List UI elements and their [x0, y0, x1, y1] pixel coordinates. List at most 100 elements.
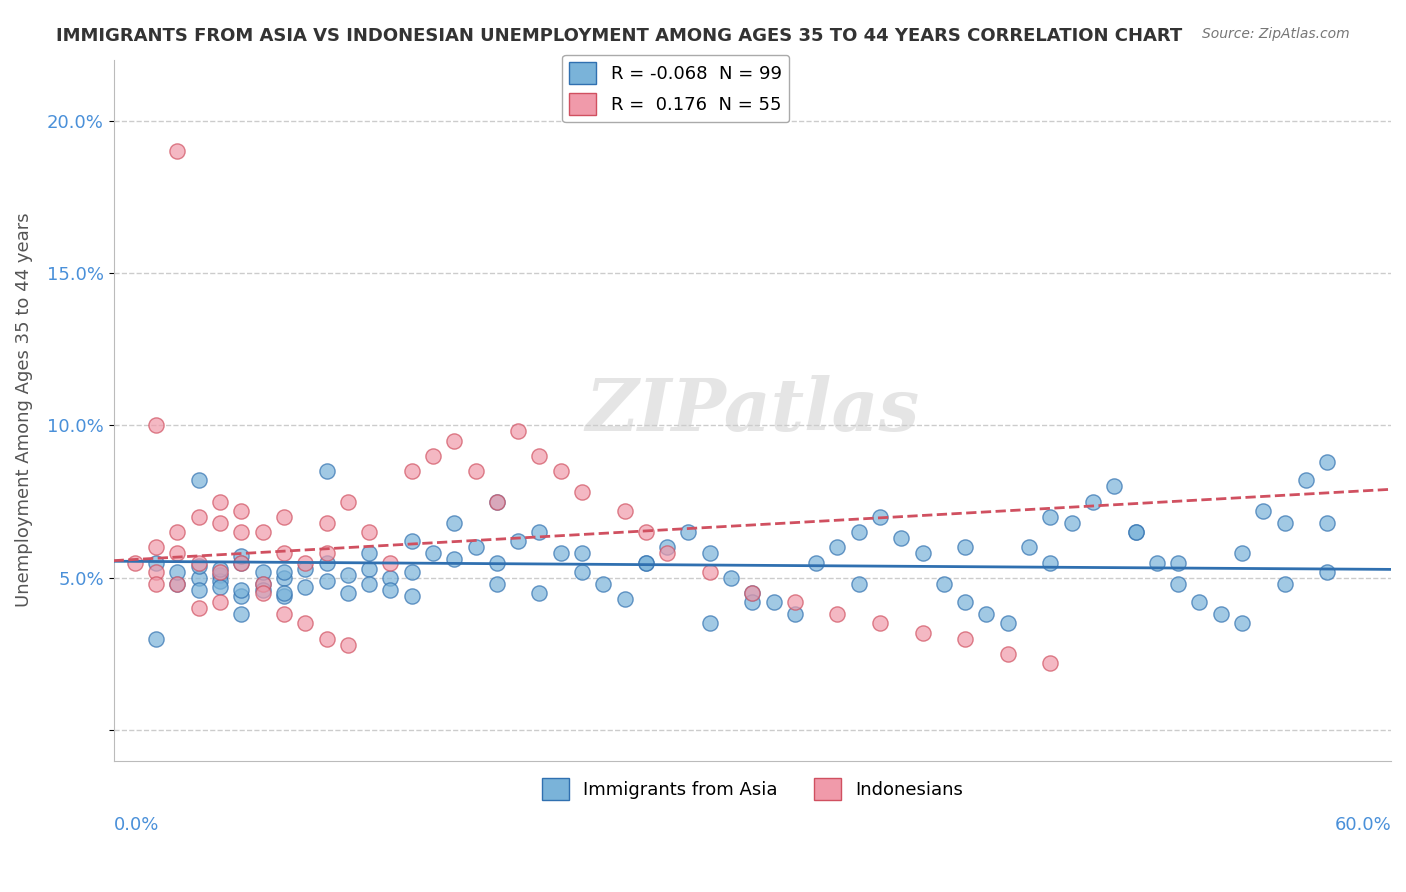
- Point: [231, 556, 253, 570]
- Point: [231, 607, 253, 622]
- Point: [273, 509, 295, 524]
- Point: [1251, 504, 1274, 518]
- Point: [485, 494, 508, 508]
- Point: [783, 595, 806, 609]
- Point: [315, 632, 337, 646]
- Point: [848, 577, 870, 591]
- Point: [1039, 656, 1062, 670]
- Point: [1146, 556, 1168, 570]
- Point: [1060, 516, 1083, 530]
- Point: [209, 567, 232, 582]
- Point: [209, 595, 232, 609]
- Point: [315, 516, 337, 530]
- Point: [336, 494, 359, 508]
- Point: [613, 592, 636, 607]
- Point: [485, 556, 508, 570]
- Point: [848, 524, 870, 539]
- Point: [571, 485, 593, 500]
- Point: [1167, 577, 1189, 591]
- Point: [209, 494, 232, 508]
- Point: [145, 541, 167, 555]
- Point: [720, 571, 742, 585]
- Point: [380, 582, 402, 597]
- Point: [187, 509, 209, 524]
- Point: [869, 616, 891, 631]
- Point: [187, 571, 209, 585]
- Point: [678, 524, 700, 539]
- Point: [209, 580, 232, 594]
- Point: [464, 541, 486, 555]
- Point: [422, 546, 444, 560]
- Point: [336, 567, 359, 582]
- Point: [145, 577, 167, 591]
- Point: [613, 504, 636, 518]
- Point: [252, 586, 274, 600]
- Point: [741, 595, 763, 609]
- Point: [1188, 595, 1211, 609]
- Point: [294, 561, 316, 575]
- Text: Source: ZipAtlas.com: Source: ZipAtlas.com: [1202, 27, 1350, 41]
- Point: [187, 473, 209, 487]
- Point: [209, 574, 232, 588]
- Point: [166, 577, 188, 591]
- Point: [443, 552, 465, 566]
- Point: [315, 546, 337, 560]
- Point: [741, 586, 763, 600]
- Point: [315, 574, 337, 588]
- Point: [634, 556, 657, 570]
- Point: [273, 586, 295, 600]
- Point: [550, 546, 572, 560]
- Point: [145, 556, 167, 570]
- Point: [464, 464, 486, 478]
- Point: [976, 607, 998, 622]
- Point: [443, 516, 465, 530]
- Point: [1102, 479, 1125, 493]
- Point: [571, 565, 593, 579]
- Point: [422, 449, 444, 463]
- Point: [166, 577, 188, 591]
- Point: [273, 571, 295, 585]
- Point: [209, 516, 232, 530]
- Point: [231, 504, 253, 518]
- Point: [592, 577, 614, 591]
- Point: [1039, 509, 1062, 524]
- Point: [359, 546, 381, 560]
- Point: [1167, 556, 1189, 570]
- Point: [634, 524, 657, 539]
- Point: [145, 565, 167, 579]
- Text: 0.0%: 0.0%: [114, 815, 159, 833]
- Point: [294, 580, 316, 594]
- Point: [166, 144, 188, 158]
- Point: [294, 616, 316, 631]
- Point: [699, 546, 721, 560]
- Point: [231, 524, 253, 539]
- Point: [911, 625, 934, 640]
- Point: [1039, 556, 1062, 570]
- Point: [1230, 616, 1253, 631]
- Point: [231, 589, 253, 603]
- Point: [1316, 455, 1339, 469]
- Point: [827, 607, 849, 622]
- Point: [336, 638, 359, 652]
- Text: ZIPatlas: ZIPatlas: [585, 375, 920, 446]
- Point: [231, 582, 253, 597]
- Point: [166, 524, 188, 539]
- Point: [273, 565, 295, 579]
- Point: [953, 595, 976, 609]
- Point: [124, 556, 146, 570]
- Point: [827, 541, 849, 555]
- Point: [252, 577, 274, 591]
- Point: [380, 556, 402, 570]
- Text: IMMIGRANTS FROM ASIA VS INDONESIAN UNEMPLOYMENT AMONG AGES 35 TO 44 YEARS CORREL: IMMIGRANTS FROM ASIA VS INDONESIAN UNEMP…: [56, 27, 1182, 45]
- Point: [550, 464, 572, 478]
- Point: [699, 616, 721, 631]
- Point: [166, 546, 188, 560]
- Point: [187, 601, 209, 615]
- Point: [953, 632, 976, 646]
- Point: [869, 509, 891, 524]
- Text: 60.0%: 60.0%: [1334, 815, 1391, 833]
- Point: [145, 632, 167, 646]
- Legend: Immigrants from Asia, Indonesians: Immigrants from Asia, Indonesians: [534, 772, 970, 807]
- Point: [508, 425, 530, 439]
- Point: [1230, 546, 1253, 560]
